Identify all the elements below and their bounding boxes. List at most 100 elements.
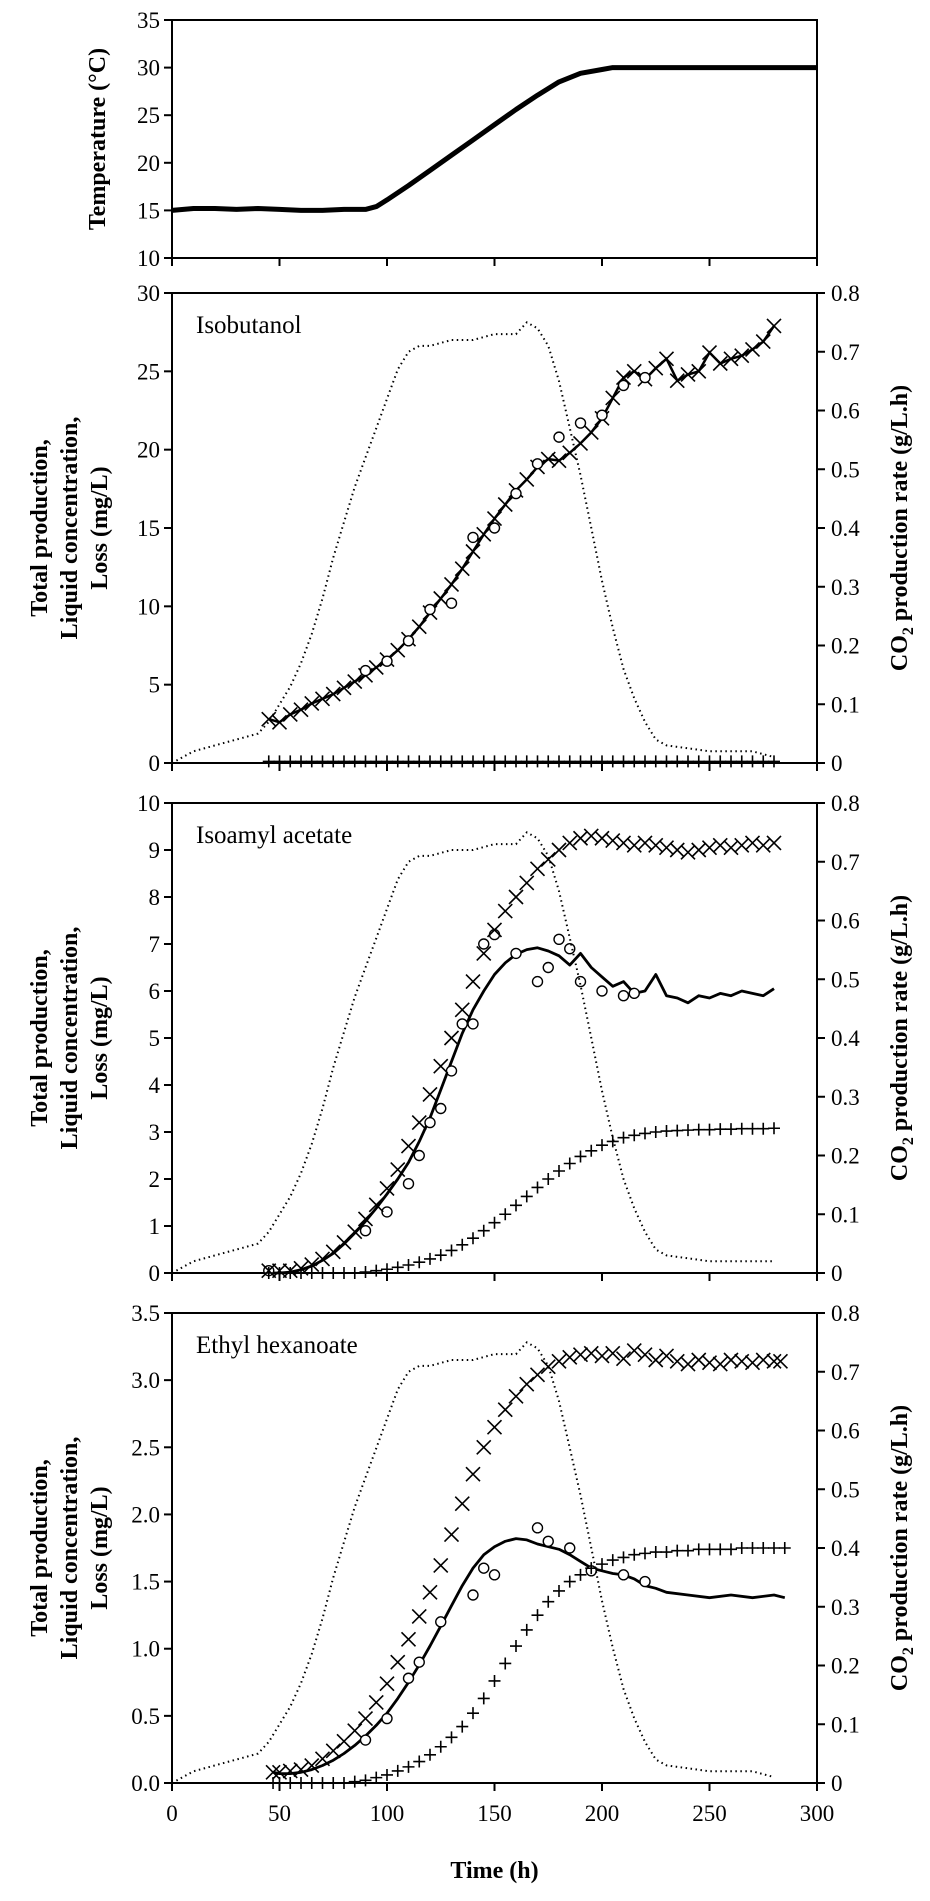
- x-marker: [766, 835, 782, 851]
- x-marker: [615, 1351, 632, 1367]
- x-marker: [336, 680, 352, 696]
- circle-marker: [531, 1522, 544, 1534]
- y2-tick-label: 0.7: [831, 340, 860, 365]
- plus-marker: [477, 1692, 490, 1705]
- plus-marker: [488, 1216, 501, 1229]
- plus-marker: [391, 755, 404, 768]
- circle-marker: [359, 1734, 372, 1746]
- plus-marker: [639, 1127, 651, 1140]
- x-marker: [594, 830, 610, 846]
- x-marker: [465, 543, 481, 560]
- plus-marker: [585, 1144, 598, 1157]
- plus-marker: [510, 755, 522, 768]
- y2-axis-title: CO2 production rate (g/L.h): [887, 895, 917, 1181]
- x-marker: [508, 889, 524, 905]
- x-marker: [347, 673, 363, 690]
- x-marker: [486, 1419, 503, 1435]
- y-axis-title-line: Total production,: [27, 1459, 53, 1636]
- y2-axis-title-sub: 2: [900, 1647, 917, 1655]
- plus-marker: [596, 1139, 608, 1152]
- x-marker: [648, 837, 664, 853]
- y-tick-label: 1: [149, 1214, 161, 1239]
- x-tick-label: 250: [692, 1801, 727, 1826]
- plus-marker: [424, 1252, 436, 1265]
- circle-marker: [617, 1569, 630, 1581]
- x-tick-label: 0: [166, 1801, 178, 1826]
- plus-marker: [295, 1267, 307, 1279]
- circle-marker: [359, 664, 372, 677]
- y-axis-title: Temperature (°C): [85, 48, 111, 230]
- plus-marker: [467, 1707, 479, 1720]
- y-tick-label: 25: [137, 359, 160, 384]
- series-plus: [267, 1542, 791, 1789]
- plus-marker: [703, 755, 716, 768]
- y-tick-label: 15: [137, 198, 160, 223]
- x-marker: [390, 1162, 406, 1178]
- x-marker: [712, 837, 728, 853]
- circle-marker: [510, 487, 522, 500]
- plus-marker: [359, 1266, 372, 1279]
- circle-marker: [435, 1616, 447, 1628]
- circle-marker: [542, 1535, 554, 1547]
- plus-marker: [477, 1224, 490, 1237]
- plus-marker: [746, 1122, 759, 1135]
- plus-marker: [714, 1543, 727, 1556]
- y-tick-label: 5: [149, 673, 161, 698]
- plus-marker: [553, 1165, 565, 1178]
- circle-marker: [531, 458, 544, 470]
- plus-marker: [338, 755, 350, 768]
- x-marker: [583, 828, 599, 844]
- plus-marker: [628, 1548, 641, 1561]
- plus-marker: [617, 1131, 630, 1144]
- x-marker: [712, 355, 728, 372]
- x-marker: [551, 1353, 567, 1369]
- x-marker: [368, 1197, 384, 1213]
- y-tick-label: 35: [137, 8, 160, 33]
- panel-ethyl-hexanoate: 0.0 0.5 1.0 1.5 2.0 2.5 3.0 3.5 0 0.1 0.2 0.3 0.4 0.5…: [27, 1301, 917, 1884]
- x-marker: [465, 974, 481, 990]
- plus-marker: [327, 755, 340, 768]
- circle-marker: [413, 1149, 425, 1162]
- x-marker: [680, 1356, 696, 1372]
- y2-axis-title-sub: 2: [900, 1137, 917, 1145]
- y-tick-label: 2.0: [131, 1502, 160, 1527]
- x-marker: [265, 1764, 281, 1780]
- plus-marker: [520, 1623, 533, 1636]
- plus-marker: [316, 755, 329, 768]
- x-marker: [411, 1608, 427, 1625]
- circle-marker: [402, 635, 415, 647]
- y-tick-label: 30: [137, 281, 160, 306]
- plus-marker: [628, 1129, 641, 1142]
- plus-marker: [735, 1122, 748, 1135]
- circle-marker: [402, 1672, 415, 1684]
- plus-marker: [499, 1657, 512, 1670]
- plus-marker: [488, 755, 501, 768]
- plus-marker: [284, 1267, 297, 1279]
- y-axis-title-line: Loss (mg/L): [87, 976, 113, 1099]
- circle-marker: [639, 371, 651, 384]
- plus-marker: [703, 1123, 716, 1136]
- y-tick-label: 2.5: [131, 1435, 160, 1460]
- y2-tick-label: 0.5: [831, 1477, 860, 1502]
- plus-marker: [746, 755, 759, 768]
- x-marker: [304, 1256, 320, 1273]
- plus-marker: [520, 755, 533, 768]
- plus-marker: [424, 755, 436, 768]
- y-tick-label: 25: [137, 103, 160, 128]
- circle-marker: [456, 1018, 468, 1030]
- x-marker: [314, 1751, 331, 1767]
- circle-marker: [488, 1569, 501, 1581]
- x-marker: [443, 1527, 460, 1543]
- x-marker: [572, 830, 589, 846]
- x-marker: [422, 1584, 438, 1600]
- y2-axis-title: CO2 production rate (g/L.h): [887, 1405, 917, 1691]
- x-marker: [368, 1694, 384, 1710]
- plus-marker: [617, 1551, 630, 1564]
- plus-marker: [456, 1720, 469, 1733]
- plus-marker: [262, 1267, 275, 1279]
- plus-marker: [273, 1267, 286, 1279]
- y-tick-label: 7: [149, 932, 161, 957]
- plus-marker: [305, 1777, 318, 1789]
- plus-marker: [402, 1259, 415, 1272]
- y-axis-title-line: Total production,: [27, 949, 53, 1126]
